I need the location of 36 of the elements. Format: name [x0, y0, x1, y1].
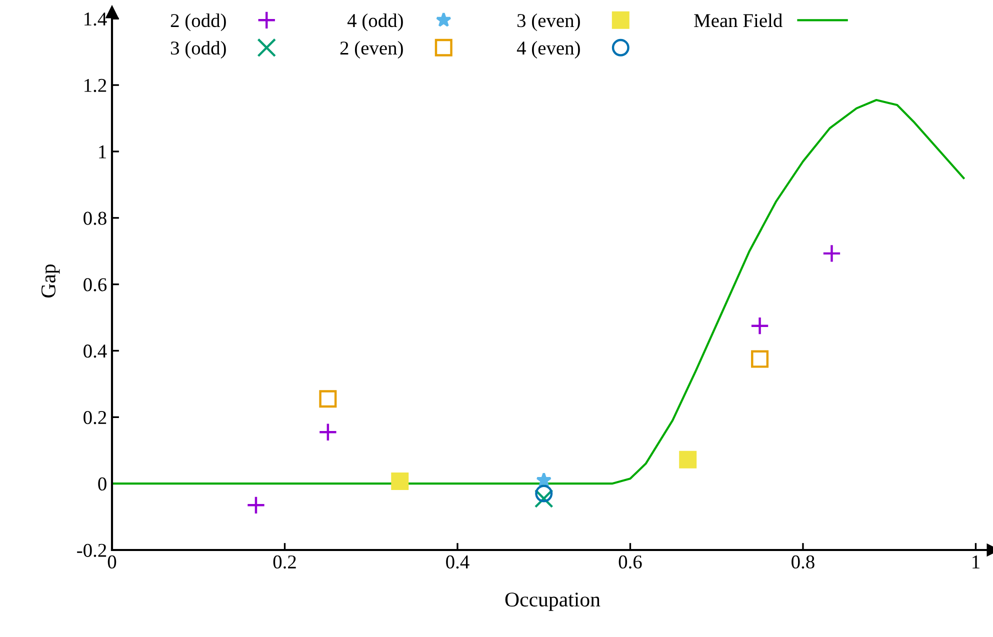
- point: [318, 422, 338, 442]
- line-series: [112, 98, 965, 485]
- y-tick-label: 0.4: [84, 344, 107, 358]
- point: [535, 484, 553, 502]
- y-tick-label: 0.6: [84, 278, 107, 292]
- legend-label: 4 (odd): [347, 13, 403, 32]
- legend-label: 3 (even): [517, 13, 580, 32]
- x-axis-title: Occupation: [505, 592, 600, 611]
- point: [246, 496, 266, 515]
- y-tick-label: 0.2: [84, 410, 106, 424]
- x-tick-label: 0.6: [618, 555, 642, 569]
- point: [679, 450, 697, 468]
- y-tick-label: 1.4: [84, 12, 107, 26]
- legend-label: Mean Field: [694, 13, 782, 28]
- point: [319, 390, 337, 408]
- y-tick-label: 0.8: [84, 212, 106, 225]
- point: [751, 350, 769, 368]
- y-tick-label: 0: [98, 477, 106, 491]
- legend-label: 4 (even): [516, 40, 580, 59]
- legend-label: 2 (even): [340, 40, 403, 59]
- legend-label: 3 (odd): [170, 40, 226, 59]
- point: [822, 244, 842, 263]
- y-tick-label: 1: [99, 145, 106, 158]
- point: [391, 472, 409, 490]
- point: [534, 489, 554, 508]
- x-tick-label: 0: [108, 555, 116, 569]
- y-tick-label: 1.2: [84, 78, 106, 92]
- x-tick-label: 0.2: [273, 555, 296, 569]
- y-axis-title: Gap: [41, 264, 60, 298]
- y-tick-label: -0.2: [77, 544, 106, 558]
- x-tick-label: 0.8: [792, 555, 814, 569]
- legend-label: 2 (odd): [170, 13, 226, 32]
- point: [750, 316, 770, 336]
- point: [536, 472, 552, 487]
- x-tick-label: 0.4: [446, 555, 470, 569]
- x-tick-label: 1: [972, 556, 980, 568]
